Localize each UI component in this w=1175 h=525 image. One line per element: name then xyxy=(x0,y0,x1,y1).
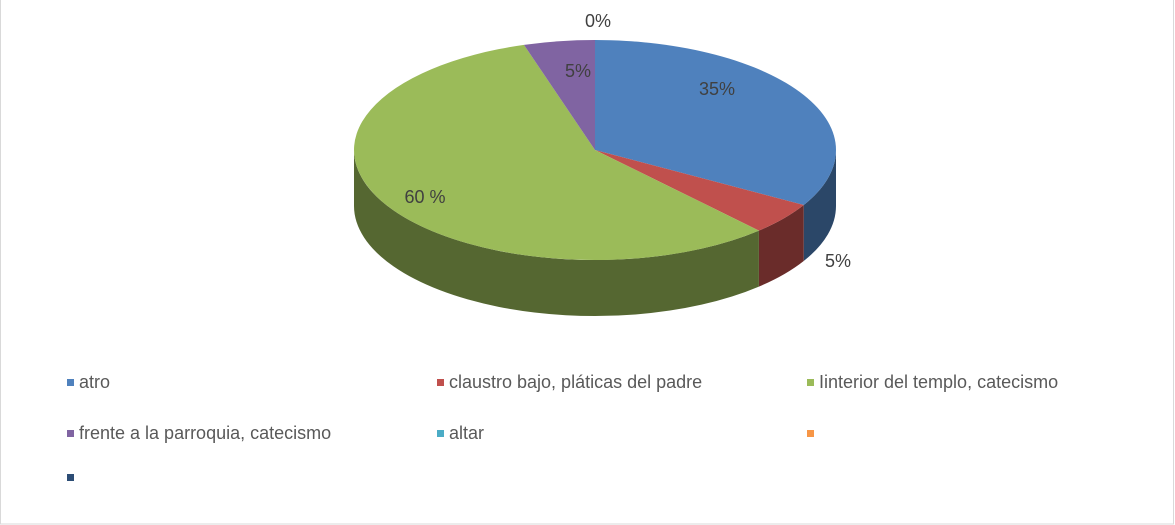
pie-tops xyxy=(354,40,836,260)
pie-sides xyxy=(354,150,836,317)
slice xyxy=(595,150,804,231)
slice xyxy=(354,44,759,260)
data-label: 0% xyxy=(585,11,611,31)
legend-marker xyxy=(67,474,74,481)
slice xyxy=(595,40,836,205)
legend: atro claustro bajo, pláticas del padre Iin… xyxy=(67,372,1058,481)
data-label: 35% xyxy=(699,79,735,99)
legend-marker xyxy=(67,379,74,386)
data-label: 5% xyxy=(565,61,591,81)
legend-marker xyxy=(807,430,814,437)
legend-label: atro xyxy=(79,372,110,392)
data-labels: 35% 5% 60 % 5% 0% xyxy=(404,11,851,271)
data-label: 60 % xyxy=(404,187,445,207)
legend-label: frente a la parroquia, catecismo xyxy=(79,423,331,443)
legend-label: Iinterior del templo, catecismo xyxy=(819,372,1058,392)
legend-marker xyxy=(807,379,814,386)
slice-side xyxy=(354,150,759,317)
data-label: 5% xyxy=(825,251,851,271)
slice-side xyxy=(803,150,836,261)
slice-side xyxy=(758,205,804,287)
legend-marker xyxy=(437,430,444,437)
legend-marker xyxy=(437,379,444,386)
legend-label: altar xyxy=(449,423,484,443)
legend-marker xyxy=(67,430,74,437)
legend-label: claustro bajo, pláticas del padre xyxy=(449,372,702,392)
slice xyxy=(523,40,595,150)
